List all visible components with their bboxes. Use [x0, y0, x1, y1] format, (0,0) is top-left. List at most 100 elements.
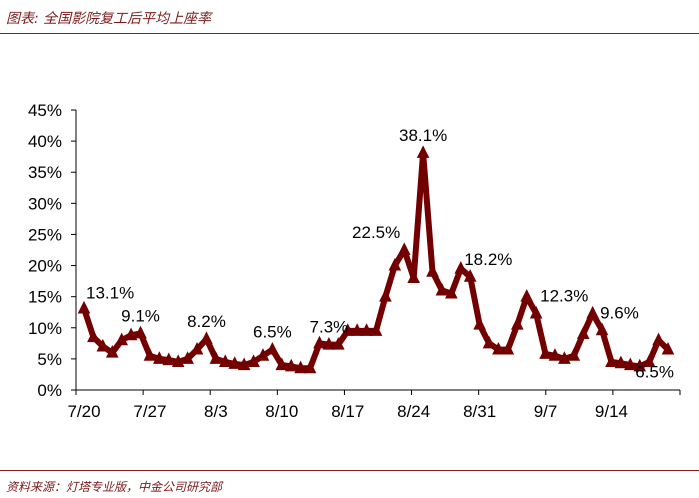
- data-point: [322, 336, 336, 350]
- y-tick-label: 35%: [28, 163, 62, 182]
- data-point: [426, 264, 439, 277]
- data-point: [350, 323, 364, 336]
- data-point: [218, 354, 232, 367]
- data-point: [162, 352, 176, 366]
- y-tick-label: 0%: [37, 381, 62, 400]
- data-point: [520, 289, 534, 302]
- data-point: [115, 332, 128, 346]
- data-point: [209, 351, 223, 364]
- data-point: [332, 336, 345, 350]
- data-point: [360, 323, 373, 336]
- data-point: [96, 338, 110, 352]
- data-point: [633, 358, 647, 372]
- data-label: 7.3%: [310, 318, 349, 337]
- data-point: [558, 351, 571, 364]
- data-point: [200, 331, 213, 344]
- data-label: 12.3%: [540, 286, 588, 305]
- data-point: [661, 341, 675, 355]
- data-point: [576, 326, 590, 339]
- y-axis: 0% 5% 10% 15% 20% 25% 30% 35% 40% 45%: [28, 101, 77, 400]
- data-point: [247, 354, 260, 367]
- data-point: [105, 345, 119, 358]
- data-point: [256, 348, 270, 361]
- data-point: [143, 348, 157, 361]
- x-axis: 7/20 7/27 8/3 8/10 8/17 8/24 8/31 9/7 9/14: [67, 389, 681, 421]
- data-point: [614, 355, 628, 369]
- chart-title: 图表: 全国影院复工后平均上座率: [6, 11, 212, 27]
- top-rule: [0, 33, 699, 34]
- y-tick-label: 30%: [28, 194, 62, 213]
- x-tick-label: 9/14: [595, 402, 628, 421]
- data-point: [124, 327, 138, 341]
- data-point: [529, 305, 543, 319]
- data-label: 6.5%: [253, 323, 292, 342]
- data-point: [181, 351, 194, 364]
- x-tick-label: 8/10: [265, 402, 298, 421]
- y-tick-label: 40%: [28, 132, 62, 151]
- x-tick-label: 7/20: [67, 402, 100, 421]
- y-tick-label: 20%: [28, 257, 62, 276]
- data-point: [369, 323, 383, 336]
- data-point: [313, 335, 326, 349]
- data-point: [605, 354, 618, 367]
- data-point: [77, 300, 91, 314]
- data-point: [539, 346, 552, 359]
- data-point: [237, 357, 251, 371]
- data-point: [642, 354, 656, 367]
- x-tick-label: 9/7: [534, 402, 558, 421]
- data-point: [510, 317, 524, 330]
- source-note: 资料来源：灯塔专业版，中金公司研究部: [6, 480, 223, 494]
- data-point: [303, 360, 317, 374]
- data-point: [652, 332, 665, 346]
- data-label: 13.1%: [86, 283, 134, 302]
- data-point: [595, 322, 609, 336]
- data-point: [454, 261, 468, 274]
- line-chart: 0% 5% 10% 15% 20% 25% 30% 35% 40% 45% 7/20 7/27 8/3…: [28, 101, 681, 421]
- data-label: 9.6%: [600, 303, 639, 322]
- x-tick-label: 8/24: [397, 402, 430, 421]
- data-labels: 13.1% 9.1% 8.2% 6.5% 7.3% 22.5% 38.1% 18.2% 12.3…: [86, 126, 674, 382]
- data-label: 38.1%: [399, 126, 447, 145]
- data-label: 6.5%: [635, 363, 674, 382]
- data-point: [171, 354, 185, 367]
- y-tick-label: 15%: [28, 288, 62, 307]
- data-point: [397, 242, 411, 255]
- data-point: [87, 329, 100, 343]
- y-tick-label: 45%: [28, 101, 62, 120]
- data-label: 8.2%: [187, 312, 226, 331]
- data-point: [435, 282, 449, 296]
- x-tick-label: 8/31: [463, 402, 496, 421]
- data-point: [275, 357, 289, 371]
- data-point: [388, 257, 402, 271]
- data-point: [482, 335, 496, 349]
- x-tick-label: 8/17: [331, 402, 364, 421]
- series-markers: [77, 145, 675, 374]
- data-point: [445, 285, 458, 299]
- data-point: [228, 356, 242, 369]
- data-point: [463, 269, 477, 282]
- data-point: [190, 341, 204, 355]
- data-point: [284, 358, 298, 372]
- data-label: 18.2%: [464, 250, 512, 269]
- data-point: [153, 351, 166, 364]
- data-point: [586, 305, 599, 319]
- y-tick-label: 5%: [37, 350, 62, 369]
- x-tick-label: 8/3: [204, 402, 228, 421]
- data-label: 9.1%: [121, 306, 160, 325]
- y-tick-label: 10%: [28, 319, 62, 338]
- data-point: [134, 325, 147, 339]
- data-point: [548, 348, 562, 361]
- data-point: [294, 360, 307, 374]
- data-point: [624, 357, 637, 371]
- data-point: [492, 341, 505, 355]
- data-point: [407, 270, 420, 283]
- data-point: [416, 145, 430, 158]
- data-point: [567, 348, 581, 361]
- y-tick-label: 25%: [28, 225, 62, 244]
- bottom-rule: [0, 470, 699, 471]
- data-point: [341, 323, 355, 336]
- data-point: [266, 341, 279, 355]
- x-tick-label: 7/27: [133, 402, 166, 421]
- data-point: [501, 341, 515, 355]
- data-point: [379, 289, 392, 302]
